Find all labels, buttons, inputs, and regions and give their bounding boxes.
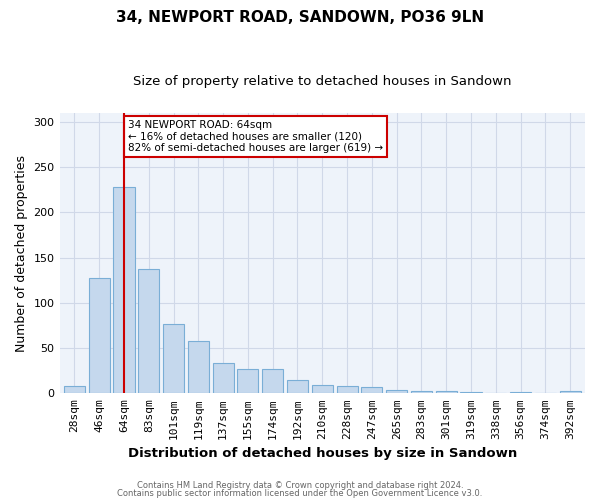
Text: 34 NEWPORT ROAD: 64sqm
← 16% of detached houses are smaller (120)
82% of semi-de: 34 NEWPORT ROAD: 64sqm ← 16% of detached… bbox=[128, 120, 383, 153]
Bar bbox=[212, 364, 233, 394]
Bar bbox=[460, 392, 482, 394]
Text: Contains public sector information licensed under the Open Government Licence v3: Contains public sector information licen… bbox=[118, 488, 482, 498]
Bar bbox=[386, 390, 407, 394]
Bar bbox=[262, 369, 283, 394]
Bar bbox=[312, 385, 333, 394]
Bar bbox=[238, 369, 259, 394]
Bar bbox=[411, 390, 432, 394]
Bar bbox=[337, 386, 358, 394]
Text: Contains HM Land Registry data © Crown copyright and database right 2024.: Contains HM Land Registry data © Crown c… bbox=[137, 481, 463, 490]
Y-axis label: Number of detached properties: Number of detached properties bbox=[15, 154, 28, 352]
Bar bbox=[510, 392, 531, 394]
Bar bbox=[89, 278, 110, 394]
Title: Size of property relative to detached houses in Sandown: Size of property relative to detached ho… bbox=[133, 75, 512, 88]
Text: 34, NEWPORT ROAD, SANDOWN, PO36 9LN: 34, NEWPORT ROAD, SANDOWN, PO36 9LN bbox=[116, 10, 484, 25]
Bar bbox=[560, 390, 581, 394]
Bar bbox=[64, 386, 85, 394]
Bar bbox=[113, 187, 134, 394]
Bar bbox=[287, 380, 308, 394]
Bar bbox=[138, 270, 160, 394]
X-axis label: Distribution of detached houses by size in Sandown: Distribution of detached houses by size … bbox=[128, 447, 517, 460]
Bar bbox=[436, 390, 457, 394]
Bar bbox=[361, 387, 382, 394]
Bar bbox=[188, 341, 209, 394]
Bar bbox=[163, 324, 184, 394]
